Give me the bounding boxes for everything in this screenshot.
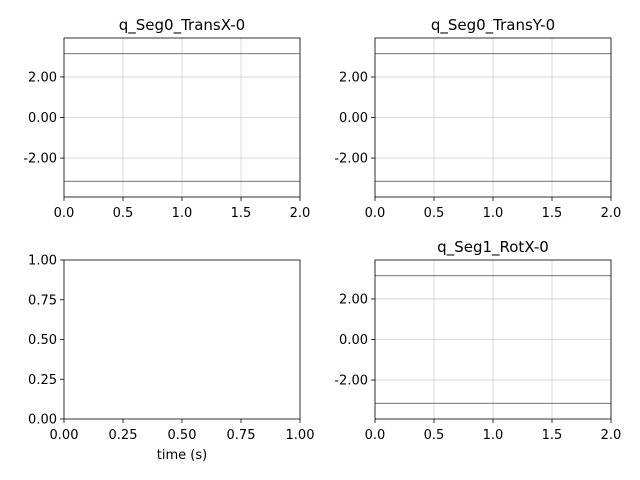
y-tick-label: -2.00	[334, 374, 368, 389]
y-tick-label: 0.00	[28, 111, 57, 126]
x-tick-label: 1.5	[542, 206, 563, 221]
y-tick-label: 2.00	[339, 70, 368, 85]
x-tick-label: 1.00	[286, 428, 315, 443]
x-tick-label: 0.5	[113, 206, 134, 221]
x-tick-label: 0.00	[50, 428, 79, 443]
x-tick-label: 2.0	[601, 206, 622, 221]
x-tick-label: 1.0	[483, 206, 504, 221]
subplot-title: q_Seg0_TransY-0	[431, 16, 555, 35]
x-tick-label: 2.0	[601, 428, 622, 443]
subplot-1: 0.0 0.5 1.0 1.5 2.0 -2.00 0.00 2.00 q_Seg0_Trans…	[334, 16, 621, 221]
y-tick-label: 0.75	[28, 293, 57, 308]
subplot-2: 0.00 0.25 0.50 0.75 1.00 0.00 0.25 0.50 0.75 1.00…	[28, 254, 314, 464]
x-axis-label: time (s)	[157, 448, 207, 463]
subplot-title: q_Seg1_RotX-0	[437, 238, 549, 257]
subplot-0: 0.0 0.5 1.0 1.5 2.0 -2.00 0.00 2.00 q_Seg0_Trans…	[23, 16, 310, 221]
x-tick-label: 1.0	[483, 428, 504, 443]
y-tick-label: 0.25	[28, 373, 57, 388]
x-tick-label: 0.0	[54, 206, 75, 221]
x-tick-label: 1.0	[172, 206, 193, 221]
x-tick-label: 0.75	[227, 428, 256, 443]
y-tick-label: 2.00	[339, 292, 368, 307]
x-tick-label: 0.0	[365, 206, 386, 221]
y-tick-label: 0.50	[28, 333, 57, 348]
subplot-3: 0.0 0.5 1.0 1.5 2.0 -2.00 0.00 2.00 q_Seg1_RotX-…	[334, 238, 621, 443]
y-tick-label: -2.00	[334, 152, 368, 167]
x-tick-label: 2.0	[290, 206, 311, 221]
x-tick-label: 0.5	[424, 428, 445, 443]
axes-frame	[63, 259, 301, 420]
x-tick-label: 0.50	[168, 428, 197, 443]
y-tick-label: 0.00	[28, 413, 57, 428]
y-tick-label: 1.00	[28, 254, 57, 269]
y-tick-label: 2.00	[28, 70, 57, 85]
y-tick-label: 0.00	[339, 111, 368, 126]
y-tick-label: 0.00	[339, 333, 368, 348]
subplot-title: q_Seg0_TransX-0	[119, 16, 245, 35]
y-tick-label: -2.00	[23, 152, 57, 167]
x-tick-label: 0.5	[424, 206, 445, 221]
x-tick-label: 1.5	[231, 206, 252, 221]
x-tick-label: 0.25	[109, 428, 138, 443]
x-tick-label: 0.0	[365, 428, 386, 443]
x-tick-label: 1.5	[542, 428, 563, 443]
